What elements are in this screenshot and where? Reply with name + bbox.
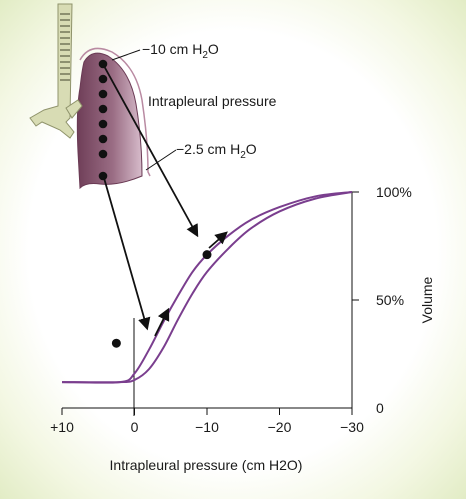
curve-points bbox=[111, 250, 212, 348]
y-ticks: 0 50% 100% bbox=[352, 184, 412, 416]
trachea bbox=[29, 3, 75, 139]
direction-arrow-upper bbox=[208, 231, 228, 249]
x-tick-label: −20 bbox=[268, 419, 292, 435]
pleura-outline bbox=[79, 47, 151, 177]
pressure-volume-curves bbox=[61, 191, 353, 384]
pleural-dots bbox=[98, 59, 108, 181]
x-tick-label: −10 bbox=[195, 419, 219, 435]
bottom-pressure-leader bbox=[145, 149, 177, 171]
y-tick-label: 0 bbox=[376, 400, 384, 416]
bronchus bbox=[65, 99, 83, 119]
x-tick-label: +10 bbox=[50, 419, 74, 435]
y-tick-label: 50% bbox=[376, 292, 404, 308]
point-lower bbox=[111, 338, 121, 348]
direction-arrow-lower bbox=[154, 307, 170, 337]
top-pressure-label: −10 cm H2O bbox=[142, 41, 219, 61]
x-axis-label: Intrapleural pressure (cm H2O) bbox=[110, 457, 303, 473]
y-axis-label: Volume bbox=[419, 276, 435, 323]
x-tick-label: 0 bbox=[131, 419, 139, 435]
curve-upper bbox=[61, 191, 353, 384]
x-tick-label: −30 bbox=[340, 419, 364, 435]
curve-lower bbox=[61, 191, 353, 384]
lung bbox=[76, 52, 143, 190]
bottom-pressure-label: −2.5 cm H2O bbox=[176, 141, 257, 161]
arrow-bottom-to-curve bbox=[103, 177, 151, 331]
intrapleural-pressure-label: Intrapleural pressure bbox=[148, 93, 277, 109]
top-pressure-leader bbox=[111, 49, 141, 61]
y-tick-label: 100% bbox=[376, 184, 412, 200]
x-ticks: +10 0 −10 −20 −30 bbox=[50, 408, 364, 435]
arrow-top-to-curve bbox=[103, 65, 199, 238]
point-upper bbox=[202, 250, 212, 260]
